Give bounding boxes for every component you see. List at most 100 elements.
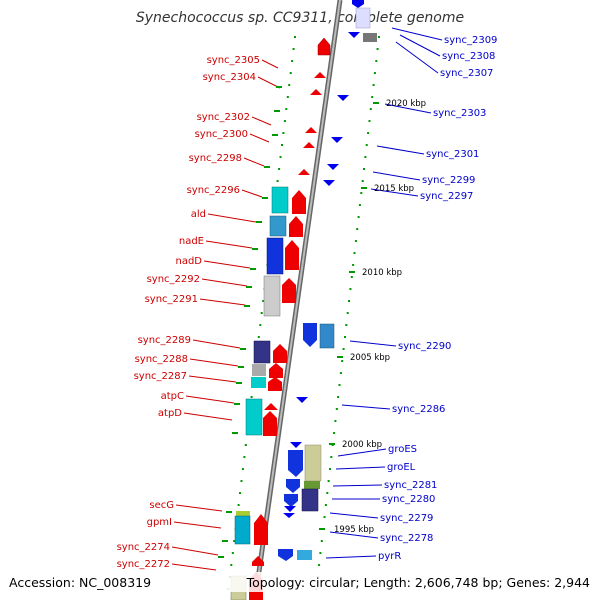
gene-label[interactable]: sync_2297 <box>420 191 473 202</box>
gene-box-sync_2307b[interactable] <box>363 33 377 42</box>
gene-label[interactable]: pyrR <box>378 551 401 562</box>
gene-arrow-sync_2304[interactable] <box>314 72 326 78</box>
gene-arrow-sync_2299[interactable] <box>327 164 339 170</box>
gene-box-nadE[interactable] <box>266 237 284 275</box>
scale-label: 2020 kbp <box>386 99 426 109</box>
gene-label[interactable]: sync_2302 <box>197 112 250 123</box>
gene-box-secG[interactable] <box>236 511 250 517</box>
gene-label[interactable]: sync_2296 <box>187 185 240 196</box>
gene-label[interactable]: sync_2281 <box>384 480 437 491</box>
gene-label[interactable]: ald <box>191 209 206 220</box>
gene-box-sync_2296[interactable] <box>271 186 289 214</box>
gene-label[interactable]: sync_2298 <box>189 153 242 164</box>
gene-arrow-nadE[interactable] <box>285 240 299 270</box>
gene-arrow-sync_2303[interactable] <box>337 95 349 101</box>
gene-label[interactable]: sync_2304 <box>203 72 256 83</box>
gene-label[interactable]: nadD <box>175 256 202 267</box>
gene-arrow-sync_2305[interactable] <box>317 37 331 56</box>
gene-arrow-sync_2302[interactable] <box>305 127 317 133</box>
gene-arrow-sync_2278[interactable] <box>283 513 295 518</box>
gene-label[interactable]: secG <box>149 500 174 511</box>
gene-arrow-sync_2281[interactable] <box>286 479 300 493</box>
gene-label[interactable]: sync_2308 <box>442 51 495 62</box>
gene-arrow-groES[interactable] <box>290 442 302 448</box>
track-dot <box>368 120 371 122</box>
gene-arrow-sync_2307[interactable] <box>348 32 360 38</box>
gene-box-pyrR[interactable] <box>297 550 312 560</box>
gene-label[interactable]: sync_2305 <box>207 55 260 66</box>
gene-arrow-sync_2298[interactable] <box>298 169 310 175</box>
gene-arrow-sync_2304b[interactable] <box>310 89 322 95</box>
gene-label[interactable]: sync_2291 <box>145 294 198 305</box>
leader-line <box>175 504 223 512</box>
gene-label[interactable]: sync_2309 <box>444 35 497 46</box>
gene-label[interactable]: gpmI <box>147 517 172 528</box>
gene-arrow-nadD[interactable] <box>282 278 296 303</box>
gene-box-sync_2288[interactable] <box>252 364 266 376</box>
gene-box-groEL[interactable] <box>304 444 322 482</box>
gene-arrow-sync_2297[interactable] <box>323 180 335 186</box>
gene-label[interactable]: sync_2300 <box>195 129 248 140</box>
gene-arrow-pyrR-a[interactable] <box>278 549 293 561</box>
gene-label[interactable]: sync_2274 <box>117 542 170 553</box>
gene-label[interactable]: atpD <box>158 408 182 419</box>
gene-label[interactable]: groEL <box>387 462 416 473</box>
gene-box-ald[interactable] <box>269 215 287 237</box>
gene-arrow-ald[interactable] <box>289 216 303 237</box>
gene-arrow-sync_2296[interactable] <box>292 190 306 214</box>
gene-arrow-atpC[interactable] <box>264 403 278 410</box>
track-dot <box>257 336 260 338</box>
track-dot <box>319 552 322 554</box>
gene-label[interactable]: sync_2289 <box>138 335 191 346</box>
gene-label[interactable]: sync_2286 <box>392 404 445 415</box>
gene-label[interactable]: groES <box>388 444 417 455</box>
gene-label[interactable]: sync_2299 <box>422 175 475 186</box>
track-dot <box>346 312 349 314</box>
gene-label[interactable]: sync_2301 <box>426 149 479 160</box>
label-leaders <box>171 27 443 571</box>
gene-label[interactable]: sync_2303 <box>433 108 486 119</box>
gene-arrow-gpmI[interactable] <box>254 514 268 545</box>
gene-label[interactable]: sync_2292 <box>147 274 200 285</box>
track-dot <box>237 504 240 506</box>
gene-arrow-sync_2290[interactable] <box>303 323 317 347</box>
gene-box-atpC[interactable] <box>245 398 263 436</box>
gene-label[interactable]: sync_2288 <box>135 354 188 365</box>
leader-line <box>349 340 397 347</box>
gene-label[interactable]: sync_2290 <box>398 341 451 352</box>
gene-arrow-atpD[interactable] <box>263 411 277 436</box>
gene-box-gpmI[interactable] <box>234 515 251 545</box>
gene-arrow-sync_2287[interactable] <box>268 377 282 391</box>
gene-label[interactable]: atpC <box>161 391 184 402</box>
leader-line <box>384 103 432 114</box>
gene-label[interactable]: sync_2287 <box>134 371 187 382</box>
track-dot <box>357 216 360 218</box>
gene-arrow-sync_2279[interactable] <box>284 506 296 512</box>
gene-box-sync_2289[interactable] <box>253 340 271 364</box>
gene-box-sync_2287[interactable] <box>251 377 266 388</box>
gene-arrow-sync_2300[interactable] <box>303 142 315 148</box>
gene-label[interactable]: sync_2280 <box>382 494 435 505</box>
gene-label[interactable]: sync_2279 <box>380 513 433 524</box>
gene-arrow-sync_2309[interactable] <box>352 0 364 8</box>
gene-label[interactable]: sync_2278 <box>380 533 433 544</box>
feature-tick <box>234 403 240 405</box>
gene-arrow-sync_2286[interactable] <box>296 397 308 403</box>
track-dot <box>281 144 283 146</box>
gene-arrow-sync_2289[interactable] <box>273 344 287 363</box>
gene-label[interactable]: sync_2307 <box>440 68 493 79</box>
feature-tick <box>238 366 244 368</box>
gene-box-sync_2280[interactable] <box>301 488 319 512</box>
gene-arrow-sync_2280[interactable] <box>284 494 298 507</box>
gene-label[interactable]: nadE <box>179 236 204 247</box>
gene-box-sync_2281[interactable] <box>304 481 320 489</box>
gene-box-sync_2290[interactable] <box>319 323 335 349</box>
gene-label[interactable]: sync_2272 <box>117 559 170 570</box>
gene-arrow-sync_2301[interactable] <box>331 137 343 143</box>
gene-box-sync_2308[interactable] <box>355 7 371 29</box>
gene-arrow-sync_2274[interactable] <box>252 556 264 566</box>
gene-box-nadD[interactable] <box>263 275 281 317</box>
leader-line <box>173 521 222 529</box>
gene-arrow-groEL[interactable] <box>288 450 303 477</box>
gene-arrow-sync_2288[interactable] <box>269 363 283 378</box>
